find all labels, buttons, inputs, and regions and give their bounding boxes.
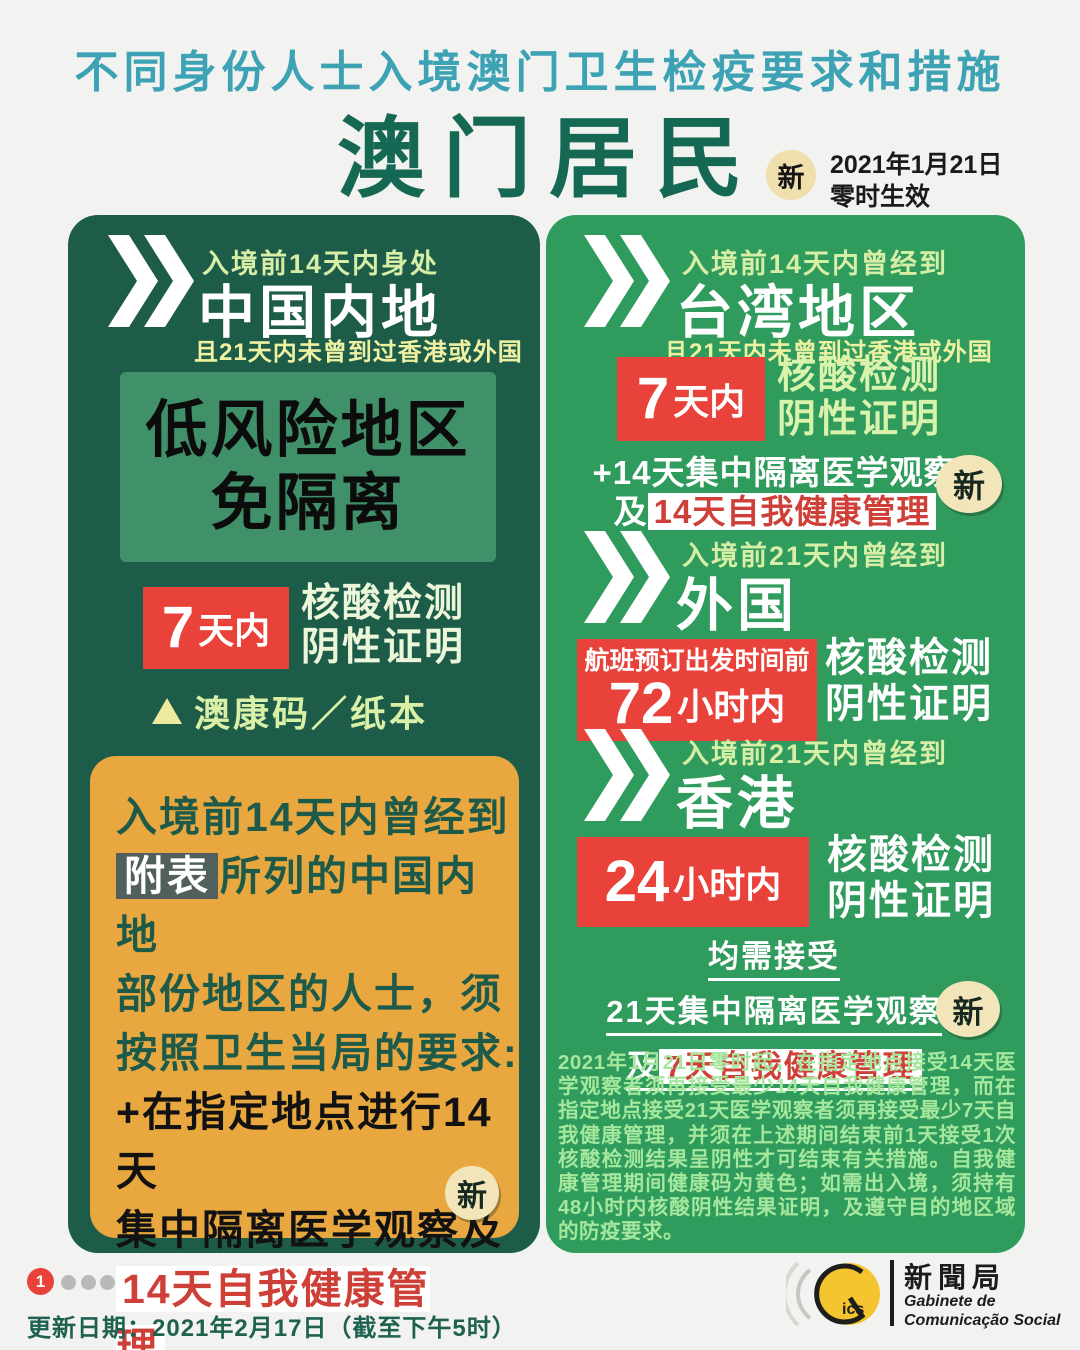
deadline-number: 7 (161, 595, 195, 660)
mainland-deadline-badge: 7 天内 (143, 587, 289, 669)
appendix-line-text: 所列的中国内地 (116, 853, 478, 959)
deadline-unit: 天内 (673, 381, 746, 422)
new-badge: 新 (445, 1166, 499, 1220)
logo-pt-line: Comunicação Social (904, 1312, 1061, 1330)
appendix-tag: 附表 (116, 853, 218, 900)
mainland-test-requirement: 核酸检测 阴性证明 (301, 582, 465, 671)
appendix-line: 集中隔离医学观察及 (116, 1207, 503, 1254)
logo-name-zh: 新聞局 (904, 1262, 1007, 1293)
appendix-note-box: 入境前14天内曾经到 附表 所列的中国内地 部份地区的人士，须 按照卫生当局的要求… (90, 756, 519, 1350)
page-title: 不同身份人士入境澳门卫生检疫要求和措施 (74, 48, 1006, 97)
new-badge: 新 (936, 981, 1000, 1037)
effective-note-line: 零时生效 (830, 183, 931, 211)
effective-date: 2021年1月21日 零时生效 (830, 149, 1002, 213)
note-prefix: 及 (626, 1049, 660, 1084)
logo-name-pt: Gabinete de Comunicação Social (904, 1292, 1061, 1330)
deadline-unit: 天内 (198, 610, 271, 651)
health-code-note: 澳康码／纸本 (152, 685, 428, 737)
mainland-panel: 入境前14天内身处 中国内地 且21天内未曾到过香港或外国 低风险地区 免隔离 … (68, 215, 540, 1350)
common-line: 均需接受 (556, 931, 992, 986)
foreign-test-requirement: 核酸检测 阴性证明 (825, 636, 993, 727)
highlight-text: 14天自我健康管理 (647, 493, 937, 530)
chevron-icon (108, 235, 194, 327)
foreign-deadline-badge: 航班预订出发时间前 72 小时内 (577, 639, 817, 741)
appendix-line: +在指定地点进行14天 (116, 1089, 493, 1195)
hongkong-test-requirement: 核酸检测 阴性证明 (827, 833, 995, 924)
underlined-text: 及 7天自我健康管理 (626, 1041, 922, 1091)
deadline-number: 7 (636, 366, 670, 431)
mainland-kicker: 入境前14天内身处 (202, 249, 440, 279)
hongkong-deadline-badge: 24 小时内 (577, 837, 809, 927)
logo-divider (890, 1260, 894, 1326)
deadline-row: 72 小时内 (609, 675, 786, 733)
appendix-line: 按照卫生当局的要求: (116, 1030, 519, 1077)
foreign-kicker: 入境前21天内曾经到 (682, 541, 949, 571)
underlined-text: 均需接受 (708, 931, 840, 981)
low-risk-line: 免隔离 (210, 469, 406, 538)
update-date: 更新日期：2021年2月17日（截至下午5时） (27, 1315, 517, 1342)
other-regions-panel: 入境前14天内曾经到 台湾地区 且21天内未曾到过香港或外国 7 天内 核酸检测… (546, 215, 1025, 1253)
appendix-line: 部份地区的人士，须 (116, 971, 503, 1018)
effective-date-line: 2021年1月21日 (830, 151, 1003, 179)
footnote-paragraph: 2021年1月21日零时起，在指定地点接受14天医学观察者须再接受最少14天自我… (558, 1051, 1016, 1244)
new-badge: 新 (766, 150, 816, 200)
common-line: 及 7天自我健康管理 (556, 1041, 992, 1096)
new-badge: 新 (936, 455, 1002, 513)
page-dot-icon (100, 1275, 115, 1290)
common-requirement-block: 均需接受 21天集中隔离医学观察 及 7天自我健康管理 (556, 931, 992, 1096)
triangle-icon (152, 698, 182, 724)
foreign-region-title: 外国 (676, 574, 798, 638)
result-line: 核酸检测 (827, 833, 995, 877)
result-line: 核酸检测 (301, 582, 466, 625)
page-subtitle: 澳门居民 (336, 109, 761, 208)
low-risk-line: 低风险地区 (145, 395, 471, 465)
appendix-line-text: 。 (165, 1325, 208, 1350)
result-line: 阴性证明 (777, 398, 942, 442)
result-line: 核酸检测 (777, 354, 942, 397)
hongkong-kicker: 入境前21天内曾经到 (682, 739, 949, 769)
logo-pt-line: Gabinete de (904, 1293, 996, 1310)
chevron-icon (584, 729, 670, 821)
appendix-line: 入境前14天内曾经到 (116, 794, 510, 840)
taiwan-deadline-badge: 7 天内 (617, 357, 765, 441)
health-code-text: 澳康码／纸本 (194, 693, 429, 734)
result-line: 阴性证明 (301, 626, 466, 670)
gcs-logo-mark: ics (786, 1261, 880, 1327)
low-risk-box: 低风险地区 免隔离 (120, 372, 496, 562)
result-line: 阴性证明 (825, 681, 993, 726)
appendix-line: 14天自我健康管理。 (116, 1260, 519, 1350)
deadline-unit: 小时内 (677, 686, 786, 728)
result-line: 阴性证明 (827, 878, 995, 923)
taiwan-test-requirement: 核酸检测 阴性证明 (777, 354, 941, 443)
appendix-line: 附表 所列的中国内地 (116, 847, 519, 965)
page-indicator-active: 1 (27, 1268, 54, 1295)
chevron-icon (584, 235, 670, 327)
gcs-logo: ics 新聞局 Gabinete de Comunicação Social (786, 1254, 1078, 1338)
result-line: 核酸检测 (825, 636, 993, 680)
taiwan-region-title: 台湾地区 (676, 281, 920, 345)
highlight-text: 7天自我健康管理 (659, 1049, 922, 1084)
mainland-region-title: 中国内地 (198, 281, 442, 345)
page-dot-icon (81, 1275, 96, 1290)
underlined-text: 21天集中隔离医学观察 (606, 986, 942, 1036)
deadline-label: 航班预订出发时间前 (584, 646, 810, 675)
deadline-number: 24 (604, 849, 670, 914)
mainland-condition: 且21天内未曾到过香港或外国 (194, 339, 523, 366)
gcs-acronym: ics (842, 1301, 864, 1318)
page-dot-icon (61, 1275, 76, 1290)
taiwan-quarantine-note: +14天集中隔离医学观察 (592, 454, 958, 491)
deadline-unit: 小时内 (673, 864, 782, 905)
taiwan-kicker: 入境前14天内曾经到 (682, 249, 949, 279)
taiwan-selfhealth-note: 及 14天自我健康管理 (560, 485, 990, 533)
hongkong-region-title: 香港 (676, 772, 798, 836)
deadline-number: 72 (608, 671, 674, 737)
note-prefix: 及 (613, 493, 648, 530)
common-line: 21天集中隔离医学观察 (556, 986, 992, 1041)
chevron-icon (584, 531, 670, 623)
